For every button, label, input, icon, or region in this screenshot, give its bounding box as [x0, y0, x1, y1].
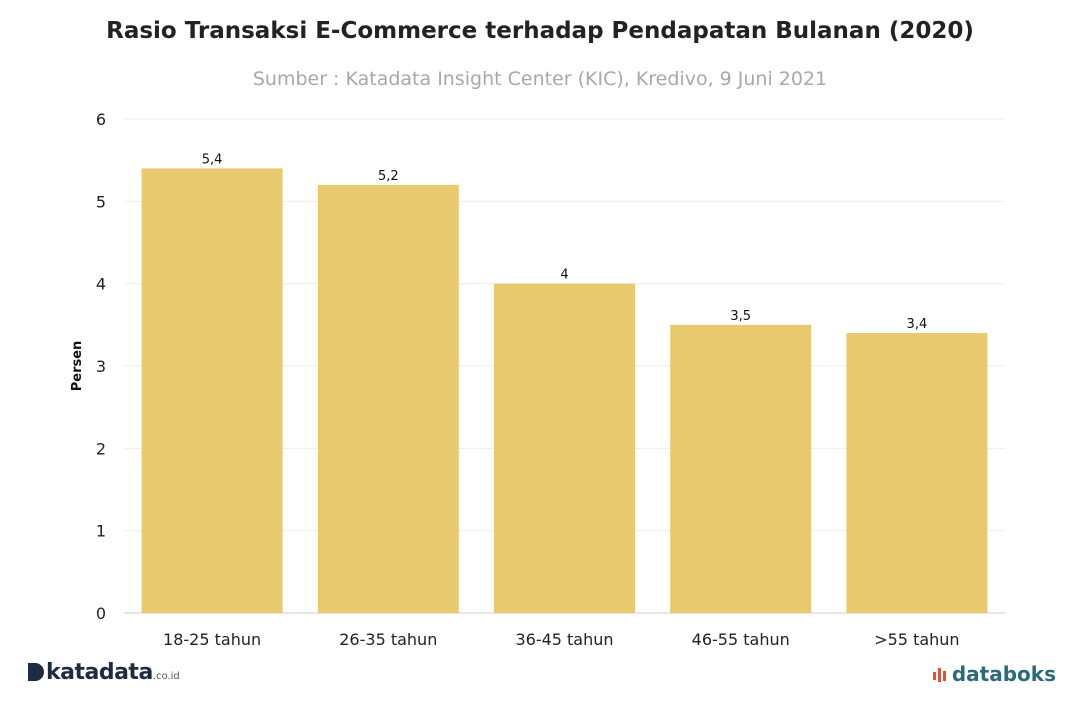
katadata-logo-tld: .co.id [152, 671, 180, 682]
x-tick-label: 26-35 tahun [339, 630, 437, 649]
data-label: 3,5 [730, 309, 751, 324]
x-tick-label: 46-55 tahun [692, 630, 790, 649]
y-tick-label: 0 [96, 604, 106, 623]
data-label: 3,4 [907, 317, 928, 332]
x-tick-label: 36-45 tahun [515, 630, 613, 649]
katadata-logo-text: katadata [46, 660, 153, 685]
y-tick-label: 2 [96, 439, 106, 458]
chart-subtitle: Sumber : Katadata Insight Center (KIC), … [252, 68, 828, 90]
bar [670, 324, 812, 613]
data-label: 5,2 [378, 169, 399, 184]
katadata-logo: katadata.co.id [28, 660, 180, 685]
databoks-logo: databoks [932, 662, 1056, 686]
bar [141, 168, 283, 613]
x-axis-ticks: 18-25 tahun 26-35 tahun 36-45 tahun 46-55 t… [163, 630, 960, 649]
y-axis-ticks: 0 1 2 3 4 5 6 [96, 110, 106, 623]
x-tick-label: 18-25 tahun [163, 630, 261, 649]
bar [494, 283, 635, 613]
data-label: 5,4 [202, 152, 223, 167]
y-axis-label: Persen [70, 341, 85, 392]
y-tick-label: 4 [96, 275, 106, 294]
chart-title: Rasio Transaksi E-Commerce terhadap Pend… [106, 18, 974, 44]
databoks-logo-text: databoks [951, 662, 1056, 686]
y-tick-label: 5 [96, 192, 106, 211]
bars [141, 168, 988, 613]
katadata-mark-icon [28, 663, 44, 681]
bar [317, 184, 459, 613]
bar [846, 333, 988, 613]
y-tick-label: 3 [96, 357, 106, 376]
y-tick-label: 1 [96, 522, 106, 541]
y-tick-label: 6 [96, 110, 106, 129]
databoks-mark-icon [932, 668, 946, 682]
data-label: 4 [560, 268, 568, 283]
x-tick-label: >55 tahun [874, 630, 959, 649]
data-labels: 5,4 5,2 4 3,5 3,4 [202, 152, 927, 332]
